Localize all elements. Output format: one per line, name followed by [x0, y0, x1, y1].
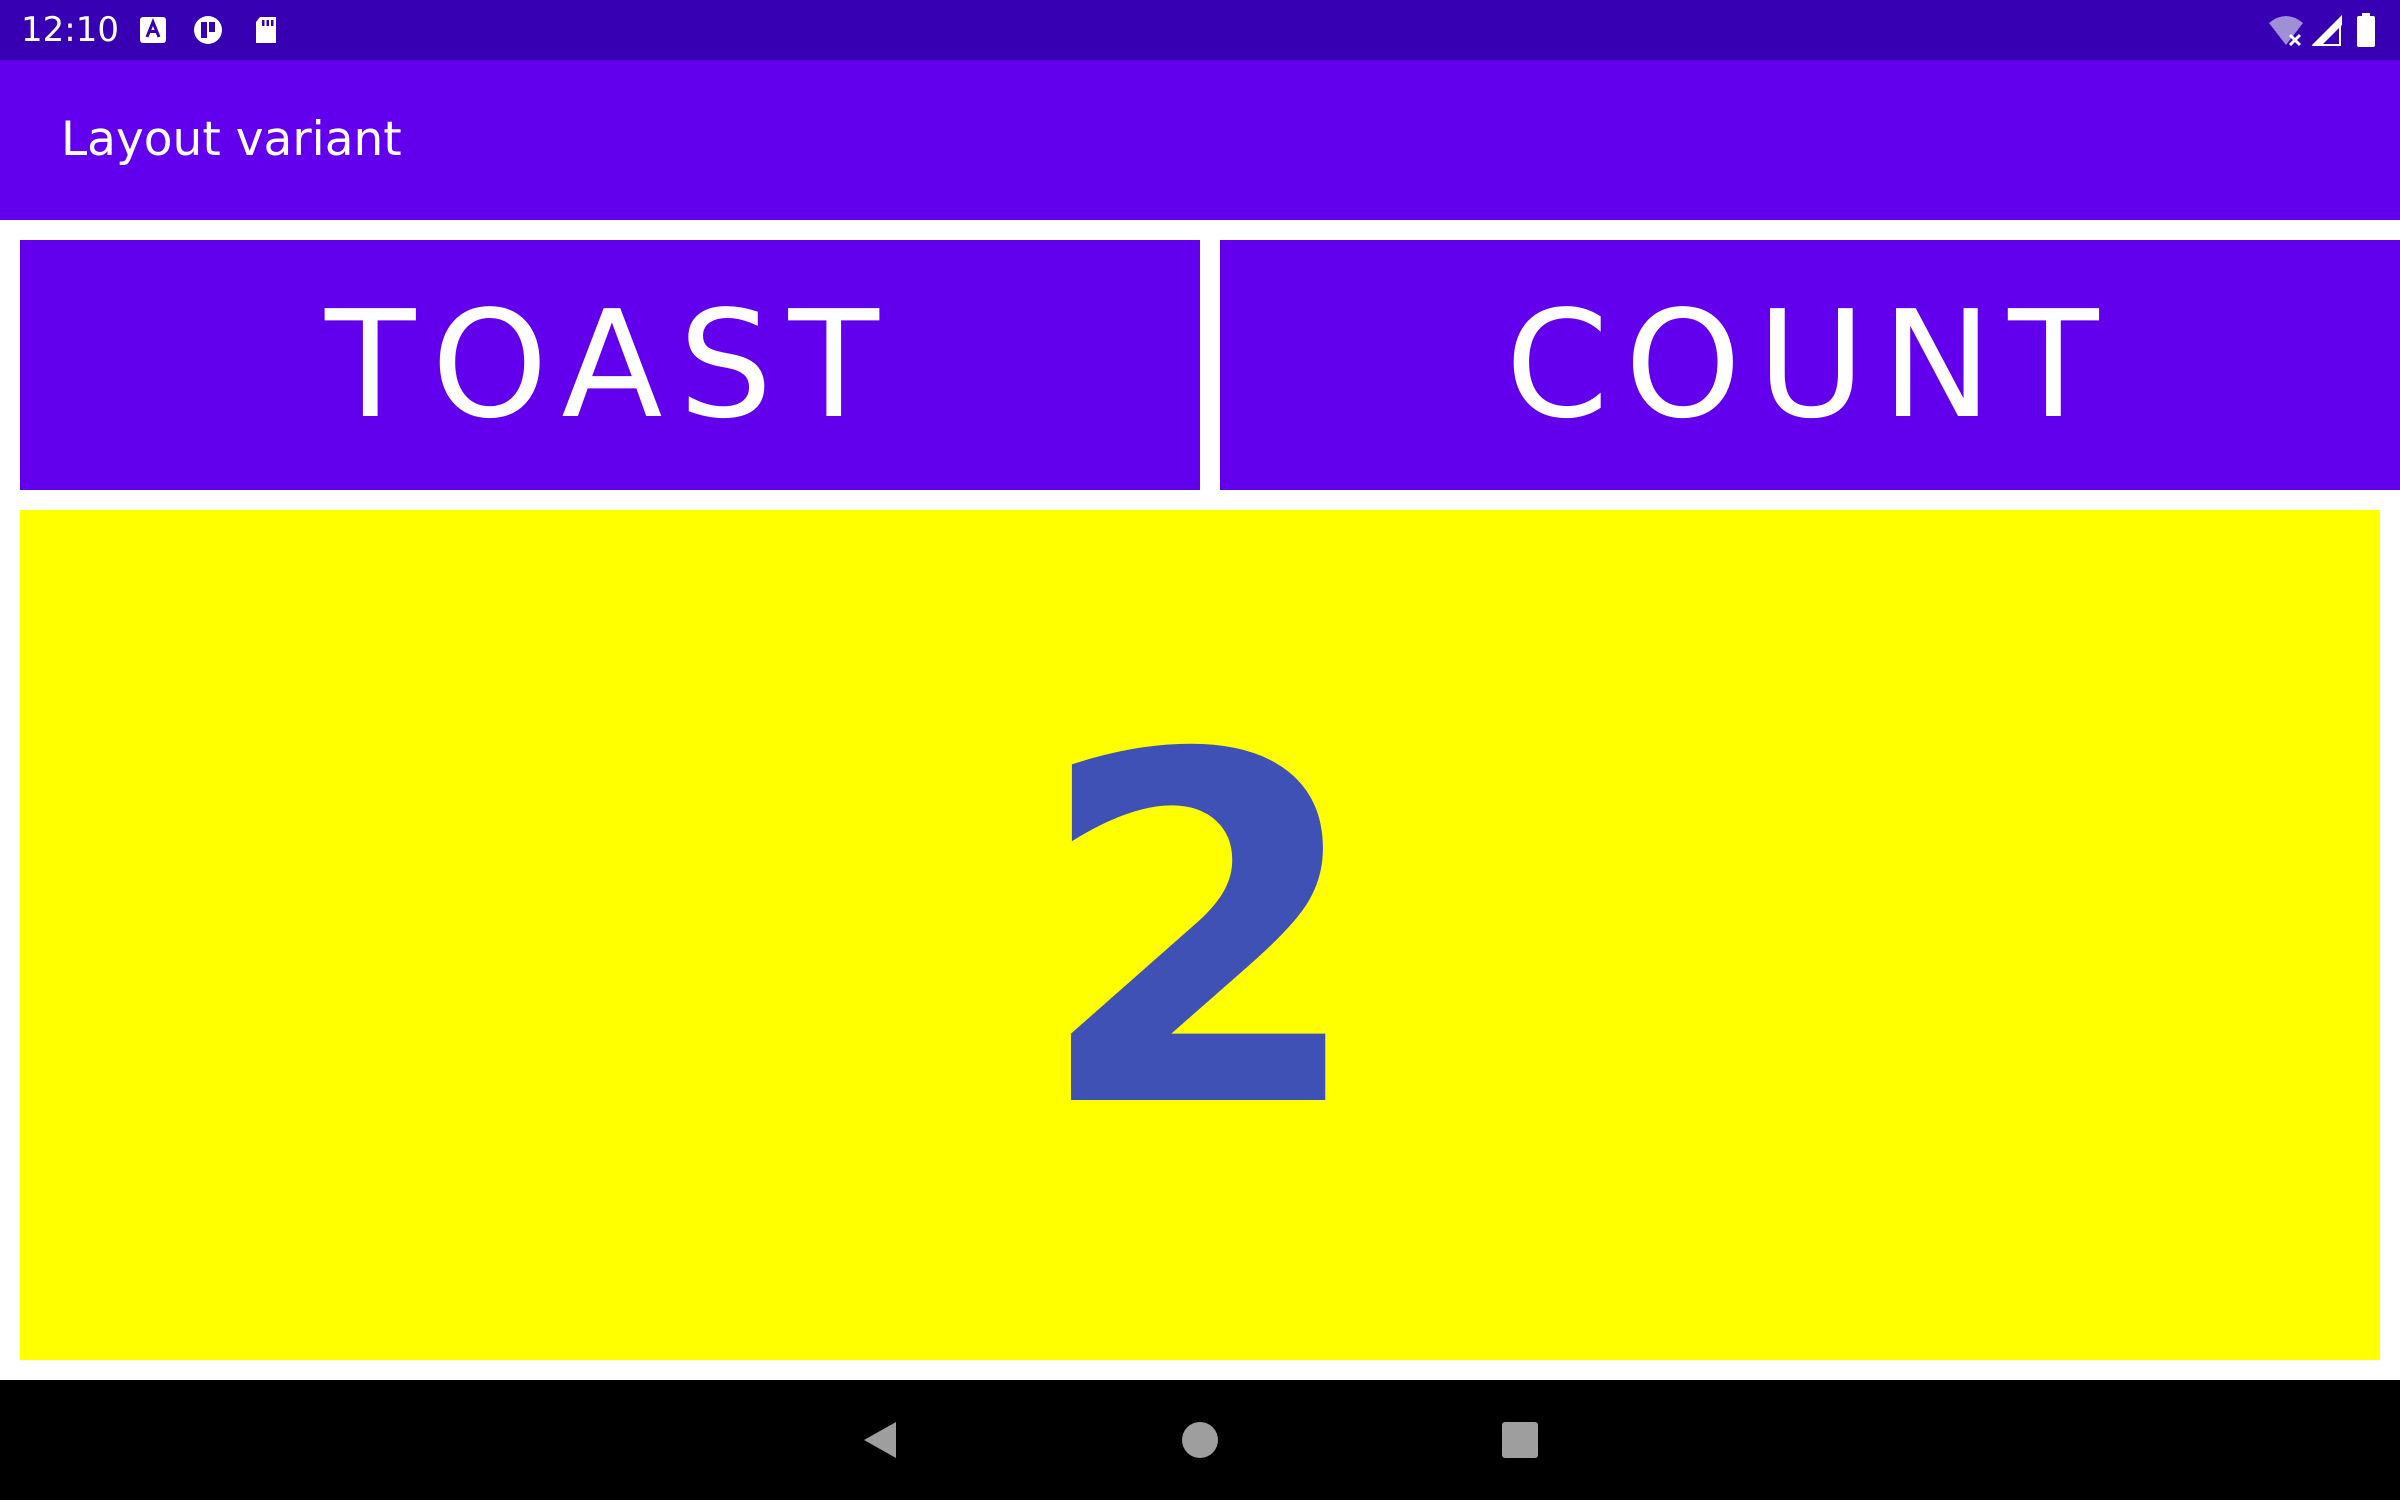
battery-icon [2357, 13, 2375, 47]
cell-signal-icon [2311, 15, 2342, 46]
recents-button[interactable] [1460, 1380, 1580, 1500]
status-time: 12:10 [21, 10, 119, 50]
home-icon [1182, 1422, 1218, 1458]
navigation-bar [0, 1380, 2400, 1500]
home-button[interactable] [1140, 1380, 1260, 1500]
count-display: 2 [20, 510, 2380, 1360]
count-button[interactable]: COUNT [1220, 240, 2400, 490]
count-value: 2 [1033, 655, 1367, 1214]
keyboard-a-icon [140, 17, 166, 43]
status-bar: 12:10 [0, 0, 2400, 60]
sync-app-icon [194, 16, 222, 44]
app-title: Layout variant [61, 112, 402, 167]
back-icon [864, 1422, 896, 1458]
wifi-off-icon [2269, 16, 2303, 47]
recents-icon [1502, 1422, 1538, 1458]
sd-card-icon [256, 17, 276, 43]
back-button[interactable] [820, 1380, 940, 1500]
toast-button[interactable]: TOAST [20, 240, 1200, 490]
app-bar: Layout variant [0, 60, 2400, 220]
